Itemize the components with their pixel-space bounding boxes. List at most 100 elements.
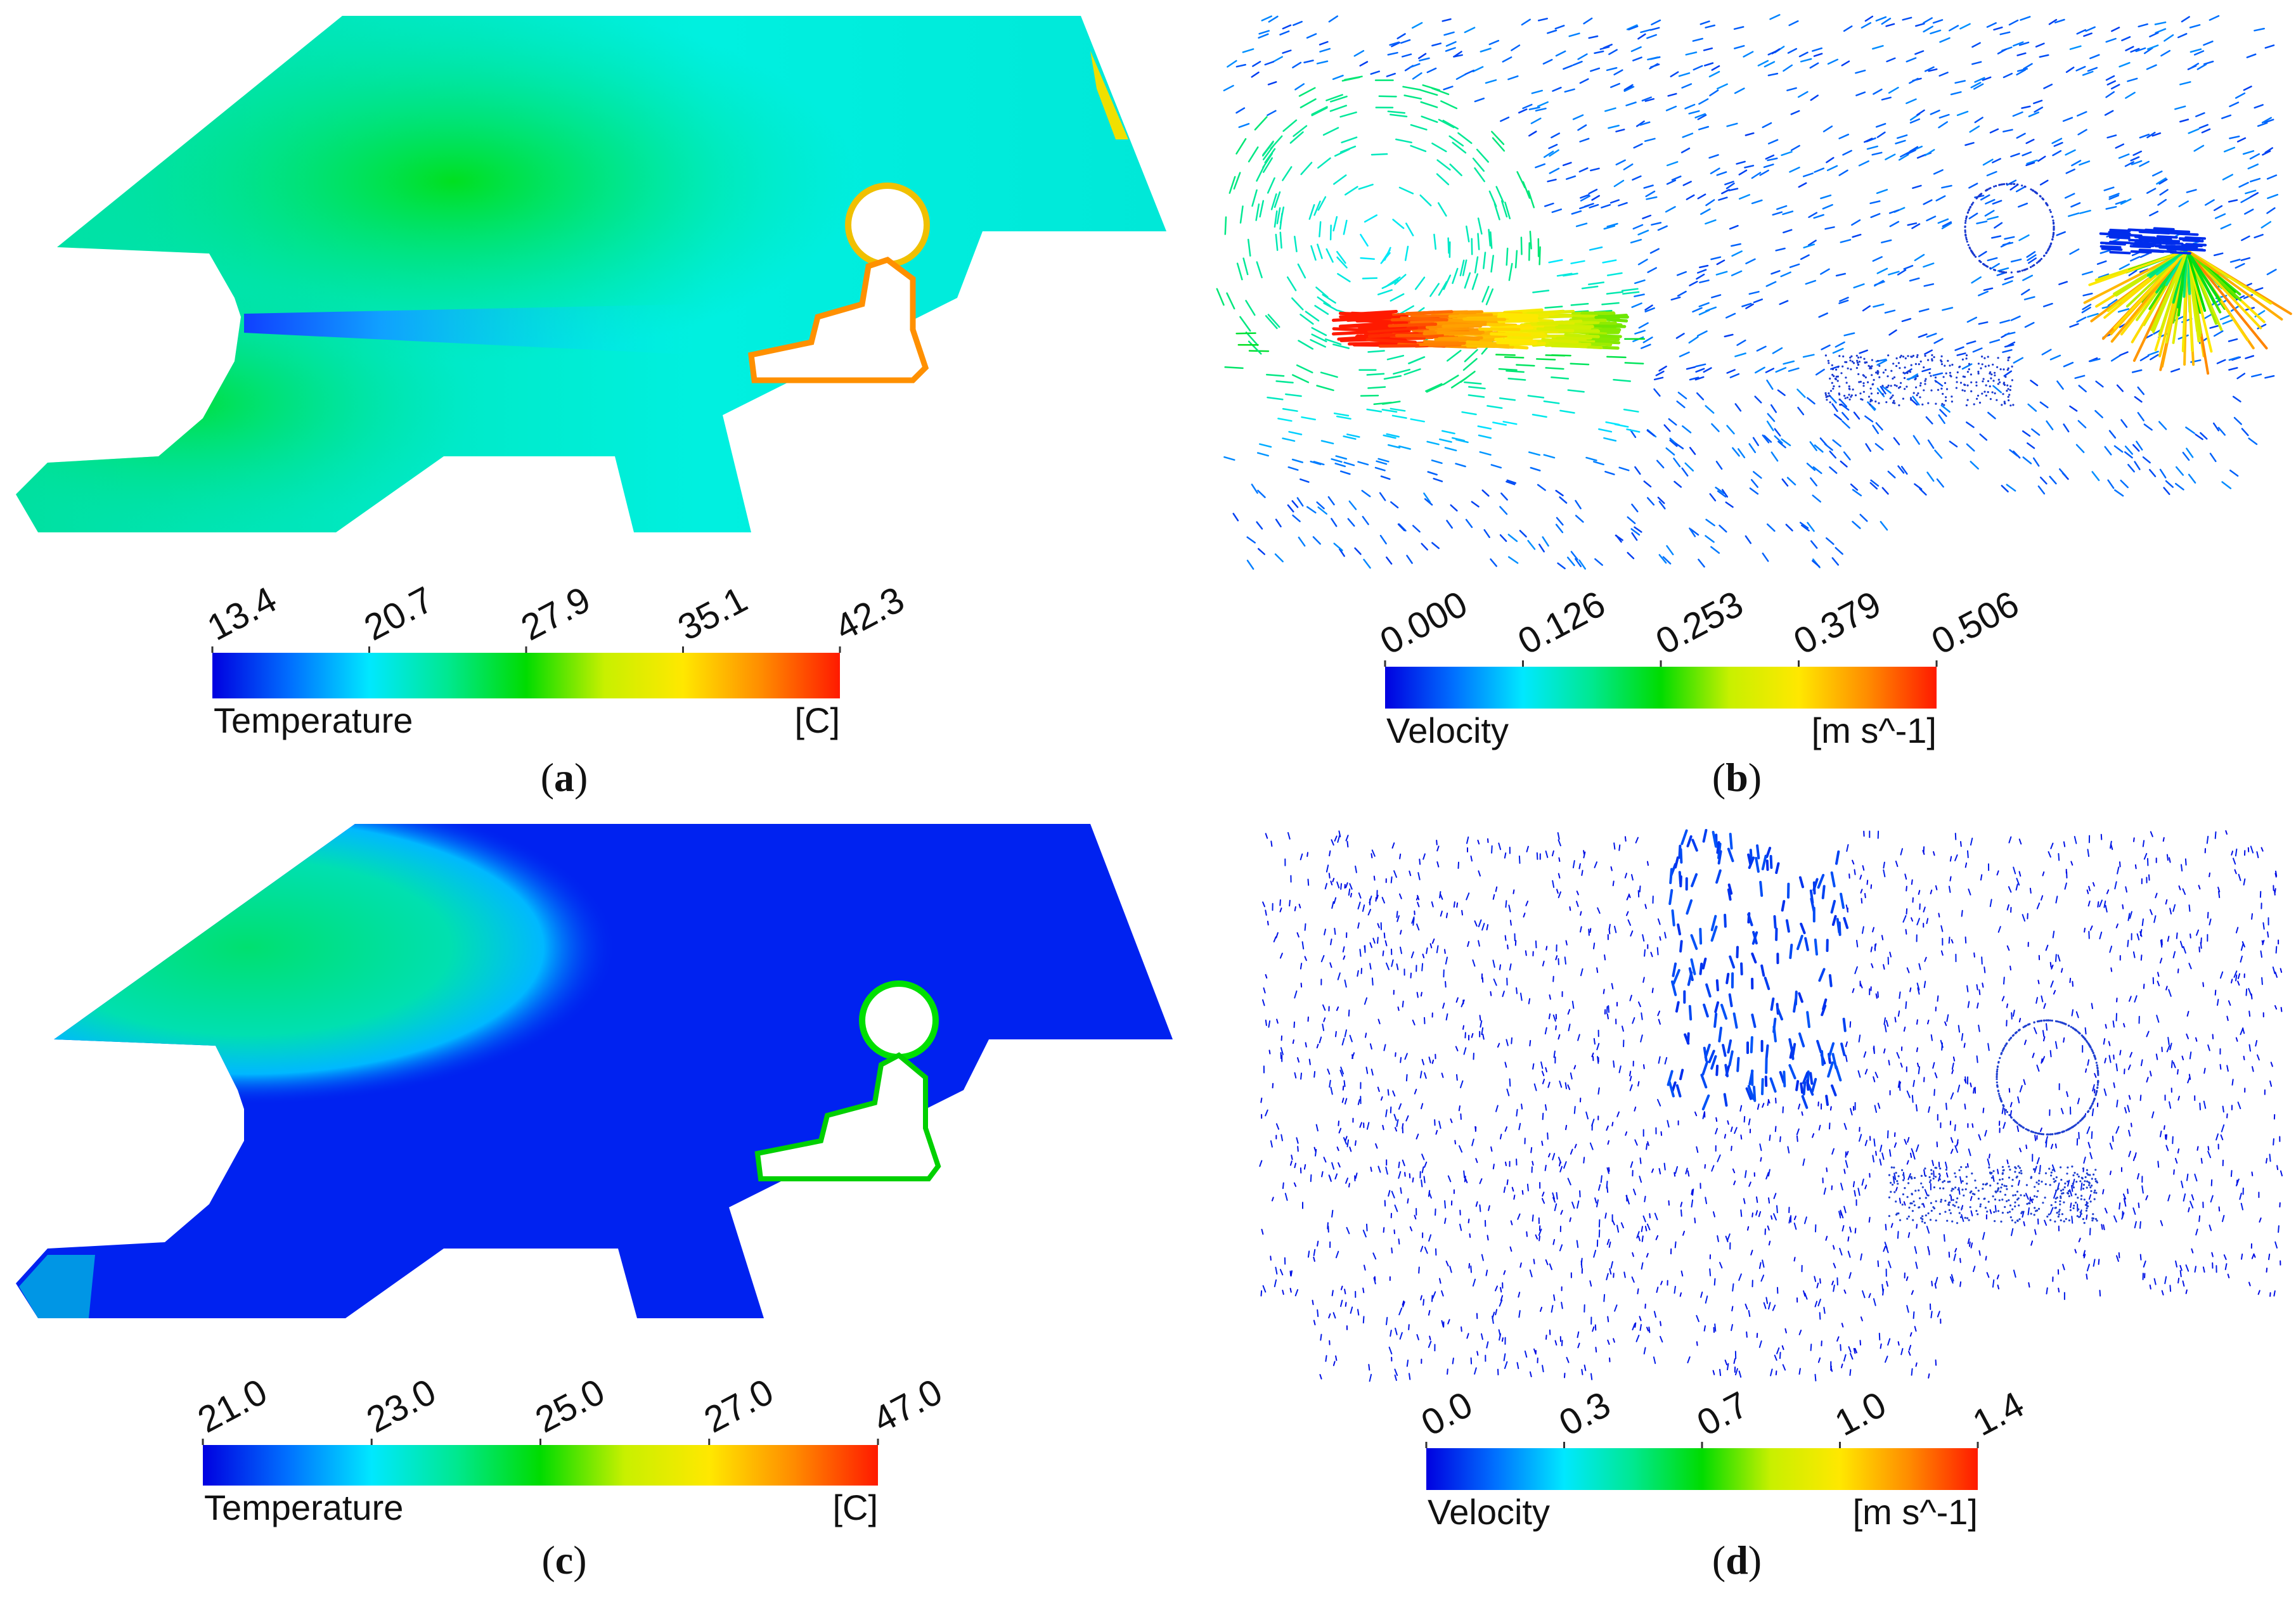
velocity-arrow <box>1644 1195 1646 1202</box>
velocity-arrow <box>1333 174 1347 185</box>
velocity-arrow <box>2046 1287 2048 1295</box>
velocity-arrow <box>1767 139 1779 144</box>
velocity-arrow <box>1257 489 1266 498</box>
velocity-arrow <box>1966 443 1975 452</box>
velocity-arrow <box>1613 69 1623 75</box>
velocity-arrow <box>1429 1335 1431 1340</box>
velocity-arrow <box>1577 124 1587 131</box>
vector-dot <box>1895 385 1898 387</box>
velocity-arrow <box>2058 281 2068 285</box>
velocity-arrow <box>1319 41 1329 46</box>
velocity-arrow <box>2203 1100 2207 1109</box>
velocity-arrow <box>1971 276 1982 284</box>
velocity-arrow <box>1398 1161 1400 1169</box>
velocity-arrow <box>1872 256 1883 262</box>
velocity-arrow <box>1235 332 1256 335</box>
velocity-arrow <box>2146 131 2156 139</box>
velocity-arrow <box>2021 105 2031 109</box>
vector-dot <box>1935 1200 1937 1202</box>
vector-dot <box>1828 392 1830 395</box>
velocity-arrow <box>2039 179 2049 186</box>
velocity-arrow <box>1940 925 1944 932</box>
vector-dot <box>1982 263 1985 266</box>
velocity-arrow <box>1658 1056 1661 1064</box>
velocity-arrow <box>2117 308 2130 313</box>
velocity-arrow <box>1690 528 1699 536</box>
velocity-arrow <box>1506 1179 1509 1185</box>
velocity-arrow <box>2143 47 2153 55</box>
vector-dot <box>1966 1217 1969 1219</box>
vector-dot <box>2093 1198 2096 1200</box>
velocity-arrow <box>2016 52 2027 56</box>
vector-dot <box>1990 377 1992 380</box>
vector-dot <box>1881 385 1884 387</box>
velocity-arrow <box>1779 1352 1781 1359</box>
velocity-arrow <box>2030 380 2039 387</box>
velocity-arrow <box>1320 371 1338 378</box>
vector-dot <box>1980 193 1982 195</box>
vector-dot <box>1904 1187 1906 1190</box>
velocity-arrow <box>1609 1268 1612 1275</box>
velocity-arrow <box>1690 958 1696 975</box>
vector-dot <box>2032 189 2035 192</box>
velocity-arrow <box>1705 405 1715 414</box>
velocity-arrow <box>1436 845 1440 852</box>
velocity-arrow <box>1300 853 1303 861</box>
velocity-arrow <box>1713 1013 1718 1028</box>
velocity-arrow <box>1600 1175 1603 1183</box>
vector-dot <box>1912 392 1915 394</box>
velocity-arrow <box>1781 438 1791 447</box>
velocity-arrow <box>1790 144 1800 151</box>
velocity-arrow <box>1655 370 1665 376</box>
velocity-arrow <box>1421 543 1428 551</box>
velocity-arrow <box>1758 1262 1762 1269</box>
velocity-arrow <box>1907 222 1918 226</box>
vector-dot <box>2086 1172 2088 1174</box>
velocity-arrow <box>1732 1168 1736 1174</box>
velocity-arrow <box>1862 926 1864 934</box>
velocity-arrow <box>2013 1269 2016 1278</box>
velocity-arrow <box>2139 931 2143 937</box>
vector-dot <box>2086 1180 2089 1183</box>
velocity-arrow <box>1483 529 1490 538</box>
vector-dot <box>1866 361 1868 364</box>
velocity-arrow <box>1660 1280 1663 1285</box>
vector-dot <box>1956 376 1958 379</box>
velocity-arrow <box>1939 37 1951 43</box>
velocity-arrow <box>2179 81 2191 86</box>
velocity-arrow <box>1773 1213 1777 1221</box>
vector-dot <box>1954 1205 1956 1207</box>
velocity-arrow <box>2000 241 2011 248</box>
velocity-arrow <box>1764 977 1770 991</box>
vector-dot <box>2070 1127 2072 1129</box>
velocity-arrow <box>1773 1193 1777 1199</box>
velocity-arrow <box>2127 228 2150 232</box>
vector-dot <box>2095 1180 2098 1183</box>
velocity-arrow <box>1511 1186 1514 1192</box>
velocity-arrow <box>1409 870 1412 877</box>
velocity-arrow <box>2041 895 2044 901</box>
velocity-arrow <box>1478 919 1482 927</box>
velocity-arrow <box>1954 80 1966 84</box>
velocity-arrow <box>1639 1316 1642 1321</box>
velocity-arrow <box>1412 1177 1414 1183</box>
velocity-arrow <box>1693 65 1703 71</box>
velocity-arrow <box>2108 430 2117 439</box>
velocity-arrow <box>1855 69 1866 74</box>
velocity-arrow <box>1441 1072 1444 1078</box>
velocity-arrow <box>1646 429 1655 437</box>
velocity-arrow <box>2120 419 2128 428</box>
velocity-arrow <box>1848 873 1850 879</box>
velocity-arrow <box>1294 906 1296 911</box>
velocity-arrow <box>1831 1084 1837 1096</box>
velocity-arrow <box>1765 154 1775 160</box>
velocity-arrow <box>1500 1295 1504 1301</box>
velocity-arrow <box>1298 536 1306 547</box>
velocity-arrow <box>1592 1326 1595 1332</box>
vector-dot <box>2006 183 2008 185</box>
vector-dot <box>2008 394 2011 396</box>
velocity-arrow <box>1938 913 1940 918</box>
velocity-arrow <box>2241 1253 2243 1260</box>
velocity-arrow <box>2252 1066 2254 1072</box>
velocity-arrow <box>1495 1309 1498 1316</box>
